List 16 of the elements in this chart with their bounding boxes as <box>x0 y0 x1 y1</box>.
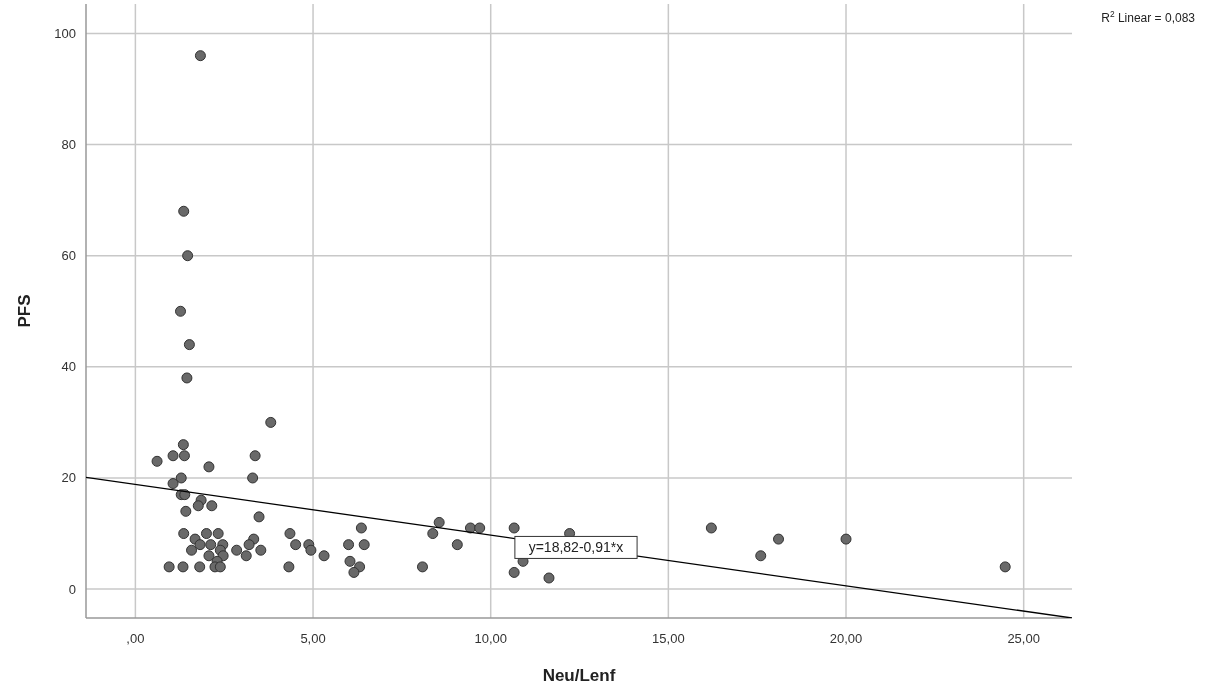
y-tick-label: 0 <box>68 581 76 597</box>
y-tick-label: 80 <box>61 137 76 153</box>
x-tick-label: 5,00 <box>300 630 326 646</box>
y-tick-label: 60 <box>61 248 76 264</box>
y-tick-label: 40 <box>61 359 76 375</box>
x-tick-label: ,00 <box>126 630 145 646</box>
x-axis-title: Neu/Lenf <box>542 666 616 685</box>
x-tick-label: 20,00 <box>829 630 863 646</box>
x-tick-label: 15,00 <box>652 630 685 646</box>
x-tick-label: 25,00 <box>1007 630 1040 646</box>
y-axis-title: PFS <box>15 294 34 328</box>
y-tick-label: 20 <box>61 470 76 486</box>
annotation: y=18,82-0,91*x <box>528 539 624 556</box>
text: R$^{2}$ Linear = 0,083 <box>1101 9 1196 25</box>
y-tick-label: 100 <box>54 25 76 41</box>
x-tick-label: 10,00 <box>474 630 507 646</box>
